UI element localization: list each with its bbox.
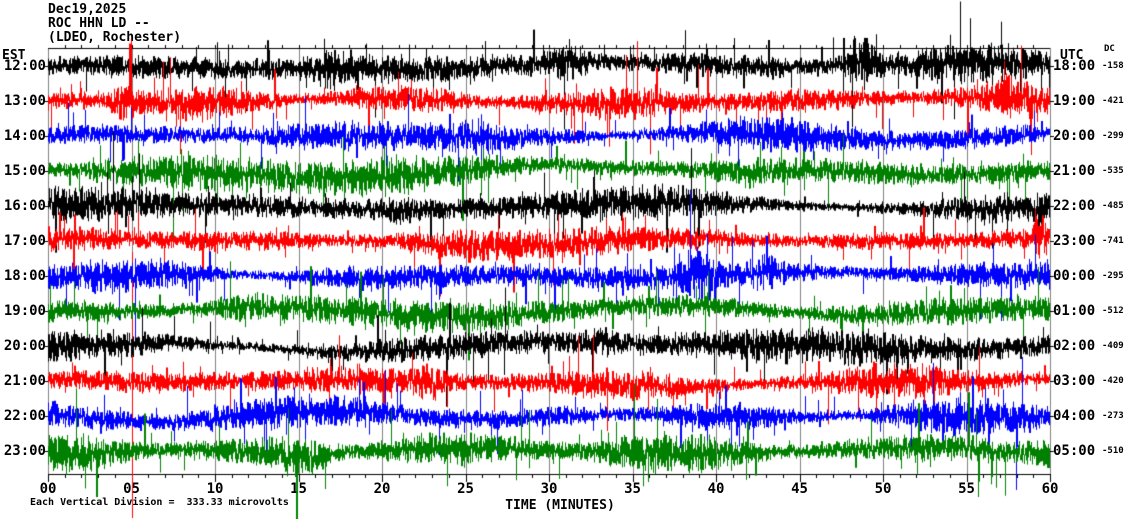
x-tick-label: 40 xyxy=(707,481,725,497)
x-tick-label: 50 xyxy=(874,481,892,497)
x-tick-label: 30 xyxy=(540,481,558,497)
dc-offset-value: -512 xyxy=(1102,306,1124,316)
est-time-label: 12:00 xyxy=(3,58,46,74)
x-tick-label: 25 xyxy=(457,481,474,497)
dc-offset-value: -510 xyxy=(1102,446,1124,456)
x-tick-label: 15 xyxy=(290,481,307,497)
dc-offset-value: -273 xyxy=(1102,411,1124,421)
x-tick-label: 60 xyxy=(1041,481,1059,497)
dc-offset-value: -741 xyxy=(1102,236,1124,246)
plot-date: Dec19,2025 xyxy=(48,2,127,17)
x-tick-label: 10 xyxy=(206,481,224,497)
dc-offset-value: -158 xyxy=(1102,61,1124,71)
dc-offset-value: -535 xyxy=(1102,166,1124,176)
dc-offset-value: -409 xyxy=(1102,341,1124,351)
est-time-label: 13:00 xyxy=(3,93,46,109)
x-tick-label: 05 xyxy=(123,481,140,497)
est-time-label: 19:00 xyxy=(3,303,46,319)
vertical-division-scale-note: Each Vertical Division = 333.33 microvol… xyxy=(30,497,289,508)
x-tick-label: 20 xyxy=(373,481,391,497)
x-tick-label: 00 xyxy=(39,481,57,497)
est-time-label: 16:00 xyxy=(3,198,46,214)
est-time-label: 21:00 xyxy=(3,373,46,389)
est-time-label: 14:00 xyxy=(3,128,46,144)
station-id: ROC HHN LD -- xyxy=(48,16,150,31)
x-axis-title: TIME (MINUTES) xyxy=(505,498,615,513)
est-time-label: 22:00 xyxy=(3,408,46,424)
x-tick-label: 45 xyxy=(791,481,808,497)
est-time-label: 17:00 xyxy=(3,233,46,249)
dc-offset-value: -295 xyxy=(1102,271,1124,281)
dc-offset-value: -299 xyxy=(1102,131,1124,141)
dc-offset-header: DC xyxy=(1104,44,1115,54)
est-time-label: 20:00 xyxy=(3,338,46,354)
dc-offset-value: -421 xyxy=(1102,96,1124,106)
x-tick-label: 35 xyxy=(624,481,641,497)
est-time-label: 18:00 xyxy=(3,268,46,284)
est-time-label: 15:00 xyxy=(3,163,46,179)
station-location: (LDEO, Rochester) xyxy=(48,30,182,45)
dc-offset-value: -420 xyxy=(1102,376,1124,386)
x-tick-label: 55 xyxy=(958,481,975,497)
est-time-label: 23:00 xyxy=(3,443,46,459)
dc-offset-value: -485 xyxy=(1102,201,1124,211)
